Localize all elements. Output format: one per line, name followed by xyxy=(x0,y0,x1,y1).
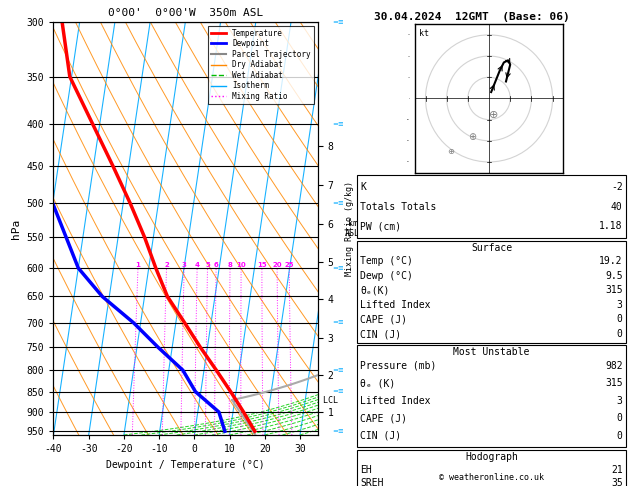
Text: =≡: =≡ xyxy=(333,121,344,127)
Y-axis label: hPa: hPa xyxy=(11,218,21,239)
Text: =≡: =≡ xyxy=(333,19,344,25)
Text: 20: 20 xyxy=(272,262,282,268)
Text: PW (cm): PW (cm) xyxy=(360,221,401,231)
Y-axis label: km
ASL: km ASL xyxy=(345,219,360,238)
Text: 3: 3 xyxy=(182,262,187,268)
Text: 0: 0 xyxy=(617,314,623,325)
Text: 5: 5 xyxy=(205,262,210,268)
Text: 0: 0 xyxy=(617,329,623,339)
Text: 10: 10 xyxy=(237,262,246,268)
Text: θₑ (K): θₑ (K) xyxy=(360,378,396,388)
Text: 19.2: 19.2 xyxy=(599,256,623,266)
Text: Lifted Index: Lifted Index xyxy=(360,396,431,406)
Text: ⊕: ⊕ xyxy=(468,132,476,141)
Text: 0: 0 xyxy=(617,431,623,441)
Text: LCL: LCL xyxy=(318,396,338,404)
Text: =≡: =≡ xyxy=(333,367,344,373)
Text: =≡: =≡ xyxy=(333,320,344,326)
Text: 4: 4 xyxy=(194,262,199,268)
Text: Totals Totals: Totals Totals xyxy=(360,202,437,212)
Text: Most Unstable: Most Unstable xyxy=(454,347,530,358)
Text: 3: 3 xyxy=(617,300,623,310)
Text: 1: 1 xyxy=(136,262,140,268)
Text: Surface: Surface xyxy=(471,243,512,253)
Text: K: K xyxy=(360,182,366,192)
Text: Lifted Index: Lifted Index xyxy=(360,300,431,310)
Text: Pressure (mb): Pressure (mb) xyxy=(360,361,437,371)
Text: =≡: =≡ xyxy=(333,428,344,434)
Text: CAPE (J): CAPE (J) xyxy=(360,314,408,325)
Title: 0°00'  0°00'W  350m ASL: 0°00' 0°00'W 350m ASL xyxy=(108,8,263,18)
Text: 40: 40 xyxy=(611,202,623,212)
Text: Hodograph: Hodograph xyxy=(465,452,518,462)
Text: 315: 315 xyxy=(605,378,623,388)
Text: 3: 3 xyxy=(617,396,623,406)
Text: =≡: =≡ xyxy=(333,389,344,395)
Text: 6: 6 xyxy=(214,262,218,268)
Text: 315: 315 xyxy=(605,285,623,295)
Text: 2: 2 xyxy=(164,262,169,268)
Text: EH: EH xyxy=(360,465,372,475)
Text: 982: 982 xyxy=(605,361,623,371)
Text: CIN (J): CIN (J) xyxy=(360,431,401,441)
Text: 25: 25 xyxy=(284,262,294,268)
Text: kt: kt xyxy=(419,29,429,37)
Text: 8: 8 xyxy=(228,262,233,268)
Text: =≡: =≡ xyxy=(333,265,344,271)
X-axis label: Dewpoint / Temperature (°C): Dewpoint / Temperature (°C) xyxy=(106,460,265,469)
Text: ⊕: ⊕ xyxy=(489,110,498,121)
Text: © weatheronline.co.uk: © weatheronline.co.uk xyxy=(439,473,544,482)
Text: CIN (J): CIN (J) xyxy=(360,329,401,339)
Legend: Temperature, Dewpoint, Parcel Trajectory, Dry Adiabat, Wet Adiabat, Isotherm, Mi: Temperature, Dewpoint, Parcel Trajectory… xyxy=(208,26,314,104)
Text: Temp (°C): Temp (°C) xyxy=(360,256,413,266)
Text: ⊕: ⊕ xyxy=(447,147,454,156)
Text: 15: 15 xyxy=(257,262,267,268)
Text: 35: 35 xyxy=(611,478,623,486)
Text: 0: 0 xyxy=(617,413,623,423)
Text: Mixing Ratio (g/kg): Mixing Ratio (g/kg) xyxy=(345,181,353,276)
Text: 9.5: 9.5 xyxy=(605,271,623,281)
Text: 21: 21 xyxy=(611,465,623,475)
Text: -2: -2 xyxy=(611,182,623,192)
Text: 1.18: 1.18 xyxy=(599,221,623,231)
Text: SREH: SREH xyxy=(360,478,384,486)
Text: Dewp (°C): Dewp (°C) xyxy=(360,271,413,281)
Text: 30.04.2024  12GMT  (Base: 06): 30.04.2024 12GMT (Base: 06) xyxy=(374,12,570,22)
Text: =≡: =≡ xyxy=(333,200,344,206)
Text: θₑ(K): θₑ(K) xyxy=(360,285,390,295)
Text: CAPE (J): CAPE (J) xyxy=(360,413,408,423)
